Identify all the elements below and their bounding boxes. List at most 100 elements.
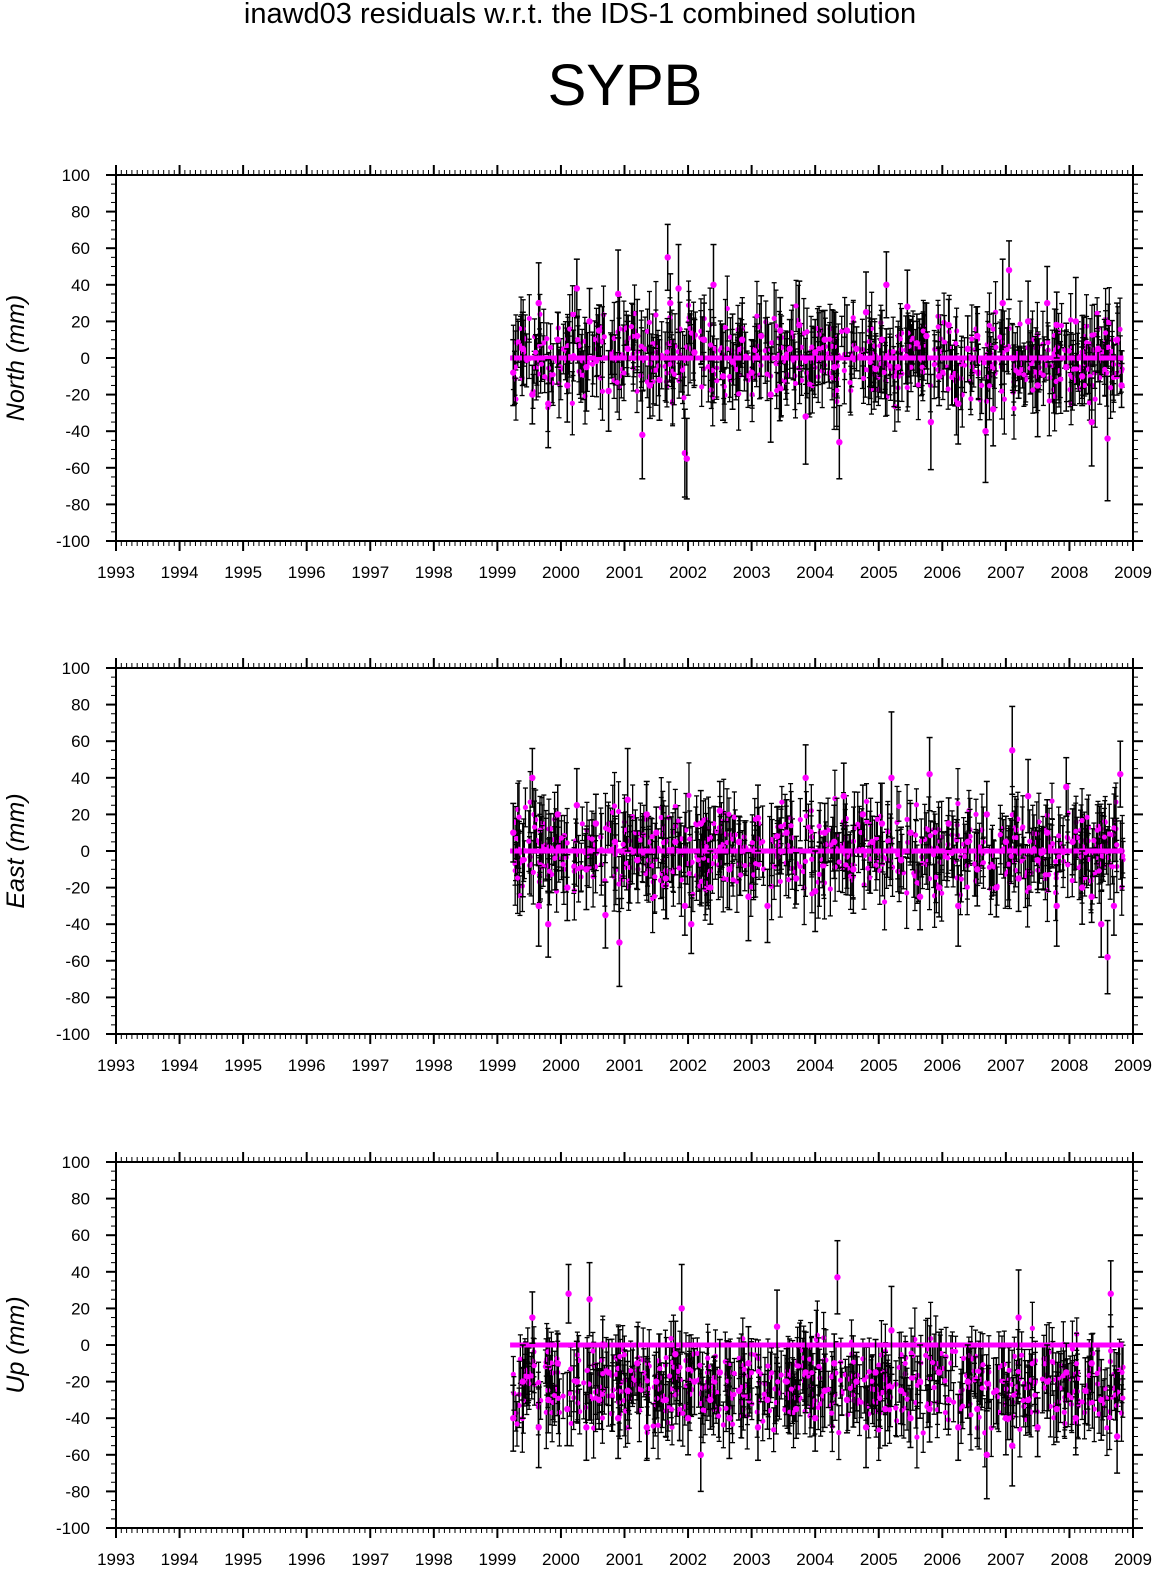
residual-point bbox=[705, 364, 711, 370]
residual-point bbox=[727, 334, 734, 340]
residual-point bbox=[708, 387, 714, 393]
x-tick-label: 1997 bbox=[351, 1056, 389, 1075]
residual-point bbox=[777, 878, 783, 885]
residual-point bbox=[547, 344, 554, 351]
residual-point bbox=[1045, 339, 1051, 346]
residual-point bbox=[954, 822, 960, 828]
data-point bbox=[1088, 418, 1095, 426]
data-point bbox=[786, 345, 793, 353]
residual-point bbox=[726, 373, 733, 380]
residual-point bbox=[688, 330, 695, 336]
residual-point bbox=[655, 363, 662, 369]
residual-point bbox=[574, 337, 581, 343]
x-tick-label: 2006 bbox=[923, 563, 961, 582]
residual-cloud bbox=[512, 762, 1126, 934]
data-point bbox=[1034, 382, 1041, 389]
data-point bbox=[853, 345, 860, 353]
data-point bbox=[843, 327, 851, 334]
data-point bbox=[1072, 318, 1079, 325]
residual-point bbox=[954, 328, 960, 334]
residual-point bbox=[1004, 347, 1010, 353]
residual-point bbox=[1069, 374, 1076, 380]
data-point bbox=[1005, 266, 1013, 274]
residual-point bbox=[615, 808, 622, 815]
residual-point bbox=[1108, 385, 1114, 391]
data-point bbox=[821, 336, 828, 343]
x-tick-label: 2007 bbox=[987, 563, 1025, 582]
data-point bbox=[964, 345, 971, 353]
x-tick-label: 2002 bbox=[669, 1056, 707, 1075]
residual-point bbox=[736, 346, 742, 352]
residual-point bbox=[752, 347, 758, 353]
x-tick-label: 2005 bbox=[860, 1056, 898, 1075]
residual-point bbox=[1083, 340, 1090, 346]
residual-point bbox=[941, 339, 948, 345]
x-tick-label: 2001 bbox=[606, 563, 644, 582]
data-point bbox=[923, 332, 930, 340]
residual-point bbox=[993, 344, 999, 350]
y-tick-label: -80 bbox=[65, 988, 90, 1007]
data-point bbox=[738, 336, 746, 343]
residual-point bbox=[979, 382, 985, 388]
residual-point bbox=[679, 367, 686, 373]
y-tick-label: -40 bbox=[65, 915, 90, 934]
residual-point bbox=[920, 328, 926, 334]
residual-point bbox=[681, 395, 687, 401]
data-point bbox=[796, 321, 803, 329]
data-point bbox=[777, 327, 784, 334]
residual-point bbox=[601, 334, 607, 340]
residual-point bbox=[940, 369, 946, 375]
residual-point bbox=[638, 343, 645, 349]
residual-point bbox=[878, 360, 884, 367]
residual-point bbox=[986, 383, 993, 389]
residual-point bbox=[1068, 317, 1074, 323]
residual-point bbox=[769, 340, 775, 346]
data-point bbox=[1094, 345, 1102, 353]
data-point bbox=[545, 400, 552, 407]
data-point bbox=[667, 299, 674, 307]
residual-point bbox=[664, 349, 670, 355]
y-tick-label: 60 bbox=[71, 239, 90, 258]
residual-point bbox=[826, 370, 832, 376]
data-point bbox=[554, 336, 561, 343]
data-point bbox=[1024, 318, 1032, 325]
data-point bbox=[1078, 373, 1086, 380]
residual-point bbox=[1030, 387, 1036, 393]
residual-point bbox=[634, 388, 640, 394]
residual-point bbox=[881, 369, 887, 376]
residual-point bbox=[764, 371, 770, 377]
data-point bbox=[862, 309, 870, 316]
data-point bbox=[646, 382, 654, 389]
y-tick-label: -60 bbox=[65, 952, 90, 971]
residual-point bbox=[722, 324, 728, 331]
y-tick-label: 60 bbox=[71, 732, 90, 751]
residual-point bbox=[1017, 321, 1023, 327]
data-point bbox=[883, 281, 890, 288]
data-point bbox=[691, 349, 698, 356]
residual-point bbox=[667, 361, 673, 367]
data-point bbox=[675, 285, 682, 292]
x-tick-label: 2002 bbox=[669, 563, 707, 582]
residual-point bbox=[779, 799, 785, 805]
y-tick-label: 100 bbox=[62, 166, 90, 185]
residual-point bbox=[841, 367, 847, 374]
residual-point bbox=[958, 876, 964, 882]
residual-point bbox=[897, 336, 903, 342]
data-point bbox=[767, 391, 774, 398]
residual-point bbox=[542, 374, 548, 380]
data-point bbox=[583, 363, 590, 371]
data-point bbox=[927, 418, 935, 426]
y-tick-label: -100 bbox=[56, 1025, 90, 1044]
data-point bbox=[831, 363, 838, 371]
y-tick-label: -80 bbox=[65, 495, 90, 514]
residual-point bbox=[997, 334, 1003, 340]
residual-point bbox=[611, 335, 617, 341]
y-tick-label: -20 bbox=[65, 386, 90, 405]
x-tick-label: 2003 bbox=[733, 1056, 771, 1075]
residual-point bbox=[931, 361, 937, 368]
residual-point bbox=[816, 346, 822, 352]
figure-title: inawd03 residuals w.r.t. the IDS-1 combi… bbox=[243, 0, 917, 30]
residual-point bbox=[829, 343, 835, 349]
residual-point bbox=[526, 315, 532, 322]
data-point bbox=[894, 363, 902, 371]
